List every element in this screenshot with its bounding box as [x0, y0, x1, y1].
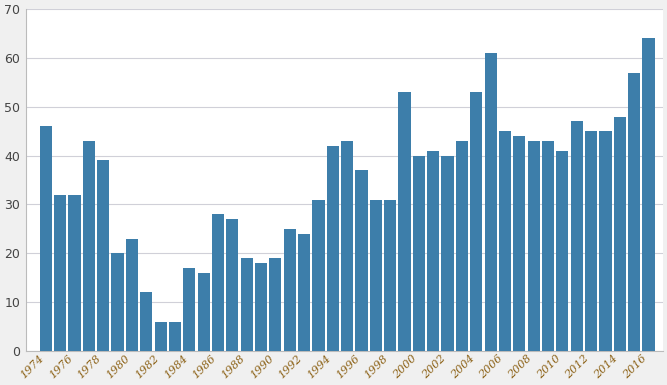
Bar: [470, 92, 482, 351]
Bar: [356, 170, 368, 351]
Bar: [83, 141, 95, 351]
Bar: [40, 126, 52, 351]
Bar: [484, 53, 497, 351]
Bar: [413, 156, 425, 351]
Bar: [341, 141, 354, 351]
Bar: [241, 258, 253, 351]
Bar: [226, 219, 238, 351]
Bar: [398, 92, 411, 351]
Bar: [140, 292, 152, 351]
Bar: [542, 141, 554, 351]
Bar: [298, 234, 310, 351]
Bar: [155, 321, 167, 351]
Bar: [269, 258, 281, 351]
Bar: [642, 38, 654, 351]
Bar: [11, 312, 23, 351]
Bar: [513, 136, 526, 351]
Bar: [312, 199, 325, 351]
Bar: [600, 131, 612, 351]
Bar: [571, 121, 583, 351]
Bar: [169, 321, 181, 351]
Bar: [111, 253, 123, 351]
Bar: [614, 117, 626, 351]
Bar: [197, 273, 209, 351]
Bar: [585, 131, 597, 351]
Bar: [69, 195, 81, 351]
Bar: [212, 214, 224, 351]
Bar: [370, 199, 382, 351]
Bar: [283, 229, 296, 351]
Bar: [427, 151, 440, 351]
Bar: [628, 73, 640, 351]
Bar: [556, 151, 568, 351]
Bar: [54, 195, 66, 351]
Bar: [384, 199, 396, 351]
Bar: [97, 161, 109, 351]
Bar: [126, 239, 138, 351]
Bar: [528, 141, 540, 351]
Bar: [255, 263, 267, 351]
Bar: [499, 131, 511, 351]
Bar: [442, 156, 454, 351]
Bar: [456, 141, 468, 351]
Bar: [327, 146, 339, 351]
Bar: [183, 268, 195, 351]
